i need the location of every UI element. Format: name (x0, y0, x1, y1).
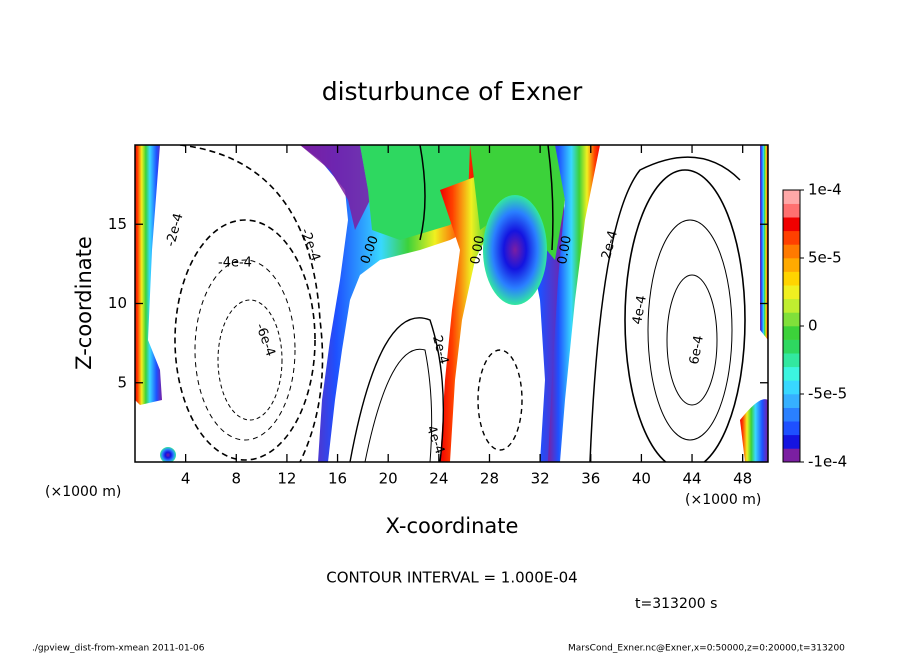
x-unit: (×1000 m) (45, 484, 121, 500)
colorbar-band (783, 394, 800, 408)
x-tick-label: 8 (232, 470, 242, 488)
colorbar-band (783, 339, 800, 354)
colorbar-band (783, 434, 800, 449)
footer-right: MarsCond_Exner.nc@Exner,x=0:50000,z=0:20… (568, 644, 845, 654)
contour-label: -6e-4 (252, 321, 278, 358)
time-label: t=313200 s (635, 596, 717, 612)
colorbar-band (783, 230, 800, 245)
colorbar-band (783, 353, 800, 368)
colorbar-tick-label: -5e-5 (808, 385, 847, 403)
colorbar-band (783, 298, 800, 313)
colorbar-tick-label: 0 (808, 317, 818, 335)
chart-title: disturbunce of Exner (322, 77, 583, 106)
x-tick-label: 48 (733, 470, 752, 488)
x-tick-label: 16 (328, 470, 347, 488)
x-tick-label: 20 (379, 470, 398, 488)
x-tick-label: 12 (277, 470, 296, 488)
colorbar-tick-label: -1e-4 (808, 453, 847, 471)
contour-lines (174, 145, 746, 462)
contour-interval: CONTOUR INTERVAL = 1.000E-04 (326, 569, 577, 587)
x-tick-label: 4 (181, 470, 191, 488)
x-tick-label: 36 (581, 470, 600, 488)
x-axis-label: X-coordinate (386, 514, 519, 538)
colorbar-tick-label: 5e-5 (808, 249, 842, 267)
contour-label: 2e-4 (599, 229, 621, 261)
y-axis-label: Z-coordinate (72, 236, 96, 370)
colorbar-band (783, 312, 800, 327)
contour-label: 0.00 (468, 234, 488, 265)
colorbar-band (783, 203, 800, 218)
colorbar-band (783, 326, 800, 340)
footer-left: ./gpview_dist-from-xmean 2011-01-06 (32, 644, 205, 654)
x-tick-label: 28 (480, 470, 499, 488)
x-tick-label: 44 (682, 470, 701, 488)
colorbar-band (783, 448, 800, 463)
colorbar-band (783, 285, 800, 300)
contour-label: 4e-4 (630, 294, 650, 325)
filled-contours (135, 145, 768, 462)
colorbar-band (783, 421, 800, 436)
y-tick-label: 15 (108, 215, 127, 233)
y-tick-label: 5 (117, 373, 127, 391)
contour-label: -2e-4 (163, 212, 186, 249)
x-unit: (×1000 m) (685, 492, 761, 508)
contour-label: 0.00 (555, 234, 575, 265)
colorbar-band (783, 407, 800, 422)
contour-label: -2e-4 (297, 226, 323, 263)
x-tick-label: 24 (429, 470, 448, 488)
colorbar-tick-label: 1e-4 (808, 181, 842, 199)
colorbar-band (783, 271, 800, 286)
colorbar-band (783, 380, 800, 395)
contour-label: 6e-4 (687, 334, 707, 365)
contour-label: -4e-4 (218, 256, 252, 271)
contour-label: 2e-4 (429, 334, 451, 366)
colorbar-band (783, 244, 800, 259)
colorbar-band (783, 217, 800, 232)
colorbar-band (783, 366, 800, 381)
y-tick-label: 10 (108, 294, 127, 312)
colorbar-band (783, 258, 800, 272)
colorbar-band (783, 190, 800, 204)
x-tick-label: 32 (531, 470, 550, 488)
x-tick-label: 40 (632, 470, 651, 488)
